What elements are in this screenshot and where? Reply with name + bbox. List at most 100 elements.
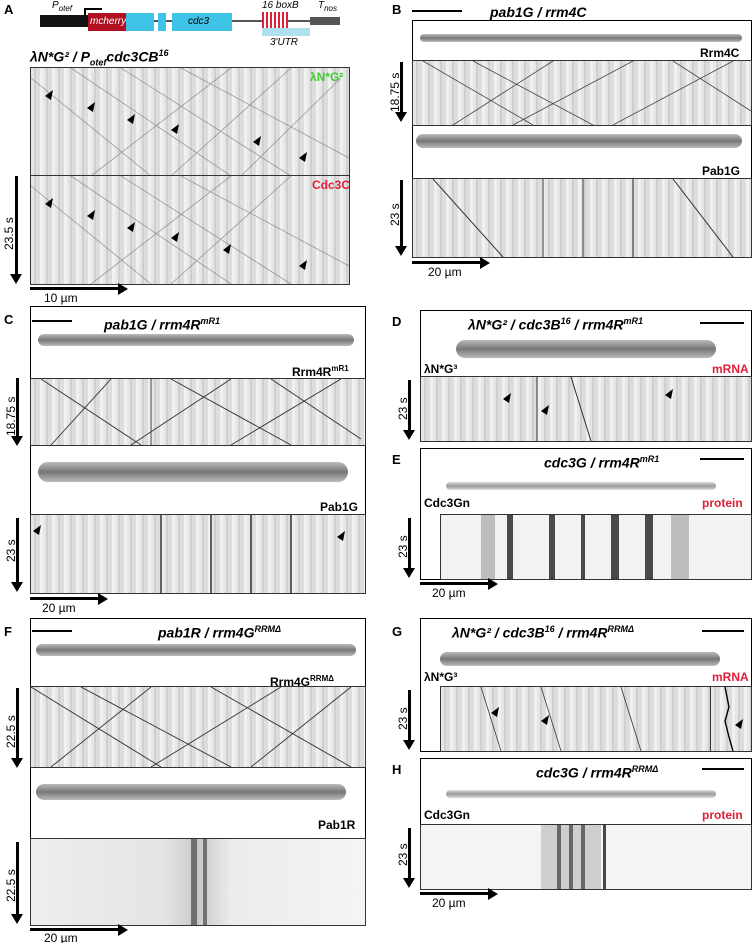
time-arrow-h-head: [403, 878, 415, 888]
cell-f-top: [36, 644, 356, 656]
scalebar-b: [412, 10, 462, 12]
scale-arrow-c: [30, 597, 100, 600]
scale-arrow-a-head: [118, 283, 128, 295]
panel-letter-a: A: [4, 2, 14, 17]
time-label-d: 23 s: [396, 397, 410, 420]
label-cdc3gn-e: Cdc3Gn: [424, 496, 471, 510]
boxb-repeats: [262, 12, 288, 28]
time-label-a: 23.5 s: [2, 217, 16, 250]
kymo-d-tracks: [503, 377, 673, 441]
time-arrow-f1: [16, 688, 19, 760]
potef-label: Potef: [52, 0, 73, 13]
cell-f-bottom: [36, 784, 346, 800]
time-arrow-f1-head: [11, 758, 23, 768]
time-arrow-b1-head: [395, 112, 407, 122]
kymograph-c-pab1g: [30, 514, 366, 594]
panel-letter-c: C: [4, 312, 14, 327]
scale-arrow-a: [30, 287, 120, 290]
cdc3-exon: [172, 13, 232, 31]
tss-arrow-bar: [84, 8, 102, 10]
time-arrow-a-head: [10, 274, 22, 284]
kymograph-e: [440, 514, 752, 580]
time-label-f2: 22.5 s: [4, 869, 18, 902]
time-arrow-e: [408, 518, 411, 570]
utr-box: [262, 28, 310, 36]
scale-arrow-f: [30, 928, 120, 931]
time-arrow-e-head: [403, 568, 415, 578]
scale-arrow-h: [420, 892, 490, 895]
kymograph-a-top: [30, 67, 350, 177]
panel-e-title: cdc3G / rrm4RmR1: [544, 454, 660, 471]
tnos-label: Tnos: [318, 0, 338, 13]
scale-label-b: 20 µm: [428, 265, 462, 279]
time-arrow-d: [408, 380, 411, 432]
boxb-label: 16 boxB: [262, 0, 299, 11]
time-arrow-a: [15, 176, 18, 276]
time-label-c2: 23 s: [4, 539, 18, 562]
scalebar-h: [702, 768, 744, 770]
time-arrow-f2-head: [11, 914, 23, 924]
tnos-terminator: [310, 17, 340, 25]
panel-letter-h: H: [392, 762, 402, 777]
label-pab1g-b: Pab1G: [702, 164, 741, 178]
scale-label-c: 20 µm: [42, 601, 76, 615]
kymograph-c-rrm4r: [30, 378, 366, 446]
potef-promoter: [40, 15, 88, 27]
label-pab1r: Pab1R: [318, 818, 356, 832]
panel-letter-g: G: [392, 624, 403, 639]
panel-f-title: pab1R / rrm4GRRMΔ: [158, 624, 282, 641]
kymograph-d: [420, 376, 752, 442]
cell-b-top: [420, 34, 742, 42]
scale-arrow-b: [412, 261, 482, 264]
scalebar-f: [32, 630, 72, 632]
time-arrow-b2: [400, 180, 403, 248]
kymograph-g: [440, 686, 712, 752]
scale-label-h: 20 µm: [432, 896, 466, 910]
scalebar-c: [32, 320, 72, 322]
kymo-b1-tracks: [422, 61, 751, 125]
label-rrm4r-mr1: Rrm4RmR1: [292, 364, 349, 379]
cell-g: [440, 652, 720, 666]
panel-d-title: λN*G² / cdc3B16 / rrm4RmR1: [468, 316, 644, 333]
cell-d: [456, 340, 716, 358]
exon-1: [126, 13, 154, 31]
panel-c-title: pab1G / rrm4RmR1: [104, 316, 220, 333]
kymo-a-bottom-tracks: [31, 176, 349, 284]
scale-arrow-e-head: [488, 578, 498, 590]
panel-letter-b: B: [392, 2, 402, 17]
kymo-c2-tracks: [33, 515, 345, 593]
scalebar-g: [702, 630, 744, 632]
time-arrow-c1: [16, 378, 19, 438]
time-arrow-c2-head: [11, 582, 23, 592]
scale-arrow-f-head: [118, 924, 128, 936]
tss-arrow-stem: [84, 8, 86, 16]
mcherry-label: mcherry: [90, 16, 127, 27]
label-lambda-top: λN*G²: [310, 70, 344, 84]
label-pab1g-c: Pab1G: [320, 500, 359, 514]
scale-arrow-b-head: [480, 257, 490, 269]
cell-h: [446, 790, 716, 798]
label-mrna-g: mRNA: [712, 670, 749, 684]
time-arrow-b1: [400, 62, 403, 114]
label-cdc3c: Cdc3C: [312, 178, 351, 192]
kymo-g-tracks: [480, 687, 642, 751]
time-arrow-f2: [16, 842, 19, 916]
panel-letter-d: D: [392, 314, 402, 329]
scale-label-f: 20 µm: [44, 931, 78, 943]
label-lambda-d: λN*G³: [424, 362, 458, 376]
cell-b-bottom: [416, 134, 742, 148]
time-label-e: 23 s: [396, 535, 410, 558]
kymograph-b-pab1g: [412, 178, 752, 258]
time-arrow-g-head: [403, 740, 415, 750]
kymo-f1-tracks: [31, 687, 352, 767]
panel-a-title: λN*G² / Potefcdc3CB16: [30, 48, 169, 68]
kymo-h-tracks: [541, 825, 606, 889]
scalebar-e: [700, 458, 744, 460]
time-arrow-c2: [16, 518, 19, 584]
kymograph-f-pab1r: [30, 838, 366, 926]
time-arrow-h: [408, 828, 411, 880]
exon-2: [158, 13, 166, 31]
time-arrow-d-head: [403, 430, 415, 440]
time-arrow-g: [408, 690, 411, 742]
